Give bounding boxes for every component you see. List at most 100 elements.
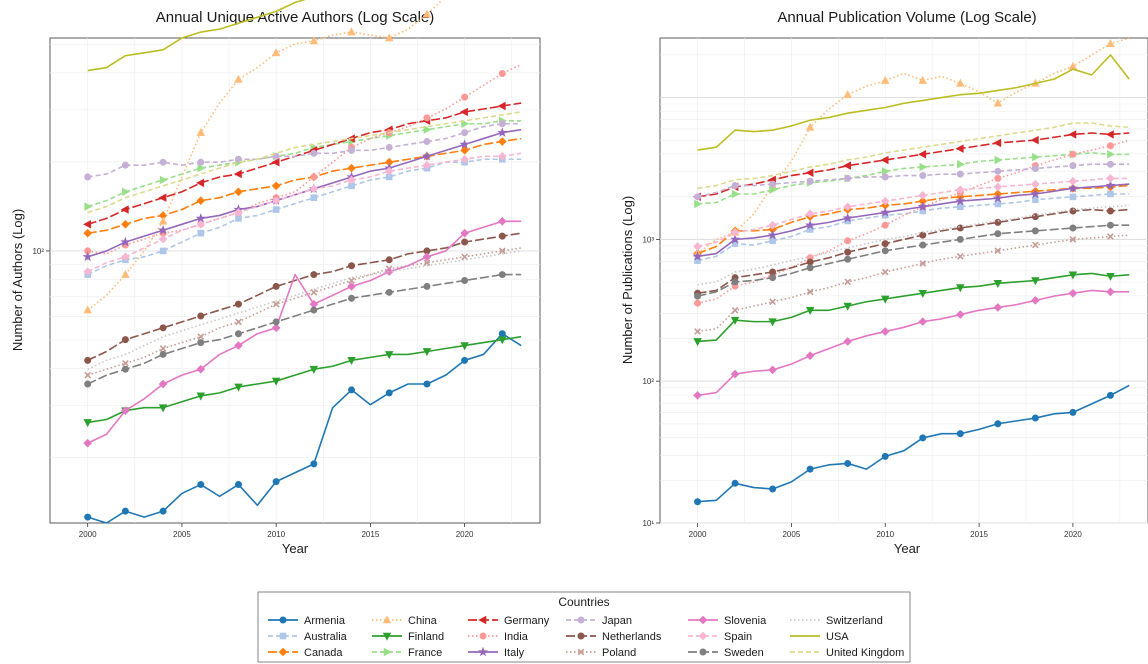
publications-point-finland	[918, 289, 928, 298]
authors-point-japan	[234, 155, 242, 163]
authors-point-japan	[385, 143, 393, 151]
legend-item-sweden: Sweden	[688, 647, 764, 659]
authors-point-australia	[197, 229, 205, 237]
authors-point-slovenia	[498, 217, 507, 226]
publications-point-italy	[1105, 180, 1116, 190]
authors-point-spain	[309, 184, 319, 194]
authors-point-armenia	[310, 460, 318, 468]
publications-y-axis-label: Number of Publications (Log)	[620, 196, 635, 364]
publications-series-sweden	[694, 221, 1130, 300]
authors-point-spain	[460, 154, 469, 164]
authors-point-slovenia	[347, 282, 356, 291]
authors-point-germany	[158, 193, 167, 202]
authors-chart: Annual Unique Active Authors (Log Scale)…	[10, 0, 541, 556]
publications-point-japan	[919, 172, 927, 180]
publications-point-china	[956, 78, 965, 87]
authors-point-italy	[82, 251, 93, 262]
publications-series-armenia	[694, 384, 1130, 506]
legend-label: Spain	[724, 631, 752, 643]
publications-point-poland	[731, 306, 739, 314]
publications-point-armenia	[1069, 408, 1077, 416]
authors-point-netherlands	[84, 356, 92, 364]
publications-point-slovenia	[843, 337, 852, 346]
authors-point-spain	[384, 166, 394, 176]
authors-point-canada	[83, 228, 92, 238]
publications-point-spain	[730, 227, 740, 237]
publications-series-united-kingdom	[697, 122, 1130, 190]
legend-label: Armenia	[304, 615, 346, 627]
publications-point-italy	[730, 234, 741, 244]
publications-series-slovenia	[693, 287, 1130, 400]
authors-series-china	[83, 0, 444, 314]
publications-point-spain	[993, 182, 1003, 192]
publications-point-sweden	[769, 274, 777, 282]
authors-point-japan	[498, 120, 506, 128]
authors-point-japan	[159, 158, 167, 166]
publications-point-armenia	[919, 434, 927, 442]
authors-point-china	[309, 36, 319, 45]
legend-swatch-marker	[383, 647, 392, 657]
publications-point-finland	[956, 284, 965, 293]
legend-swatch-marker	[698, 615, 708, 625]
publications-point-netherlands	[806, 258, 814, 266]
publications-plot-area	[659, 37, 1148, 524]
authors-series-spain	[83, 151, 522, 276]
publications-point-poland	[1069, 236, 1077, 243]
authors-point-spain	[498, 151, 507, 161]
publications-point-italy	[1030, 188, 1041, 199]
authors-series-sweden	[84, 271, 522, 388]
legend-label: Poland	[602, 647, 636, 659]
authors-point-spain	[196, 220, 206, 229]
publications-line-china	[697, 37, 1130, 255]
authors-point-spain	[234, 208, 243, 217]
authors-point-poland	[423, 259, 431, 267]
legend-swatch-marker	[479, 632, 487, 640]
publications-point-italy	[842, 212, 853, 223]
publications-point-france	[694, 199, 703, 209]
publications-series-spain	[693, 174, 1130, 251]
publications-point-india	[1106, 142, 1114, 150]
legend-item-china: China	[372, 615, 438, 627]
publications-point-armenia	[806, 465, 814, 473]
legend-label: Slovenia	[724, 615, 767, 627]
publications-point-poland	[694, 328, 701, 335]
publications-chart-title: Annual Publication Volume (Log Scale)	[777, 9, 1036, 26]
publications-series-japan	[694, 160, 1130, 201]
authors-point-japan	[272, 152, 280, 160]
publications-point-germany	[1068, 130, 1077, 139]
publications-point-france	[769, 185, 778, 194]
authors-point-france	[423, 125, 432, 134]
publications-point-sweden	[694, 292, 702, 300]
publications-point-armenia	[769, 485, 777, 493]
publications-point-sweden	[956, 235, 964, 243]
publications-point-germany	[918, 150, 927, 159]
publications-point-slovenia	[730, 369, 740, 379]
publications-point-netherlands	[994, 218, 1002, 226]
authors-point-germany	[120, 205, 129, 214]
publications-point-france	[957, 159, 965, 169]
publications-point-sweden	[806, 264, 814, 272]
legend-item-germany: Germany	[468, 615, 550, 627]
publications-point-france	[881, 167, 890, 176]
publications-point-italy	[767, 229, 778, 240]
publications-point-netherlands	[769, 268, 777, 276]
publications-line-india	[697, 139, 1130, 304]
authors-point-spain	[121, 252, 130, 262]
authors-point-italy	[195, 213, 206, 223]
legend-swatch-marker	[382, 632, 392, 641]
publications-point-slovenia	[693, 391, 702, 400]
authors-point-canada	[460, 146, 469, 155]
authors-point-japan	[348, 146, 356, 154]
legend-item-canada: Canada	[268, 647, 343, 659]
authors-point-poland	[235, 318, 242, 326]
publications-point-france	[919, 162, 928, 172]
publications-point-china	[880, 75, 890, 84]
publications-y-ticks: 10³ 10² 10¹	[642, 235, 660, 528]
authors-series-united-kingdom	[87, 111, 522, 214]
authors-point-china	[422, 9, 432, 18]
legend-swatch-marker	[279, 616, 287, 624]
legend-label: Germany	[504, 615, 550, 627]
publications-point-india	[844, 237, 852, 245]
authors-point-italy	[421, 151, 432, 161]
legend-label: Finland	[408, 631, 444, 643]
